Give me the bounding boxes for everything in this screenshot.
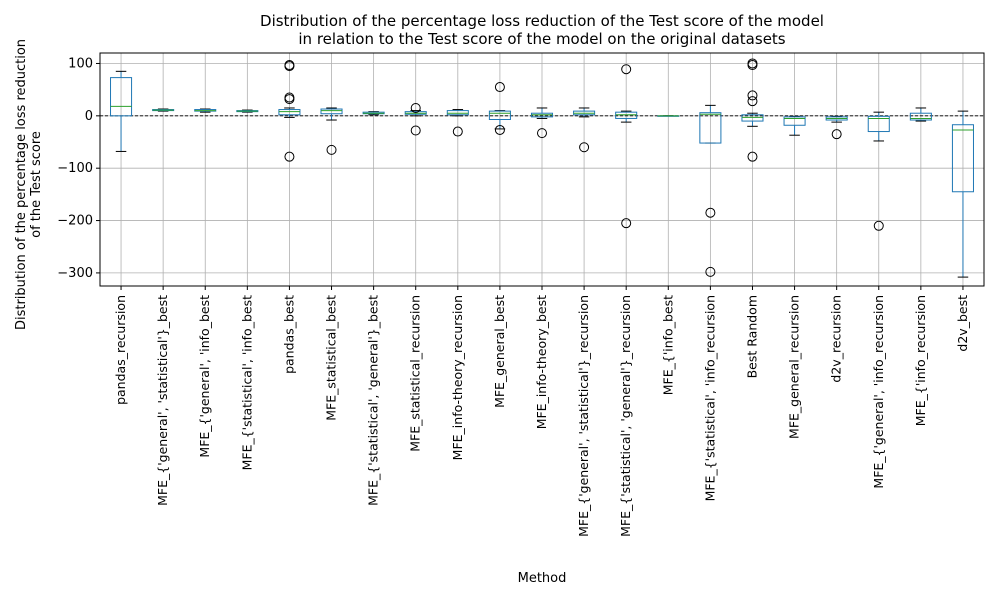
- outlier-point: [747, 90, 758, 101]
- x-tick-label: MFE_{'info_best: [660, 295, 675, 395]
- outlier-point: [873, 220, 884, 231]
- outlier-point: [621, 64, 632, 75]
- box-group: [867, 111, 890, 231]
- box: [615, 111, 638, 119]
- box-group: [909, 107, 932, 122]
- box: [951, 124, 974, 193]
- outlier-point: [621, 218, 632, 229]
- x-tick-label: MFE_info-theory_best: [534, 295, 549, 429]
- x-tick-label: MFE_{'general', 'info_recursion: [871, 295, 886, 489]
- x-tick-label: MFE_{'statistical', 'general'}_recursion: [618, 295, 633, 537]
- box-group: [362, 111, 385, 116]
- box: [446, 110, 469, 116]
- outlier-point: [452, 126, 463, 137]
- outlier-point: [579, 142, 590, 153]
- x-tick-label: MFE_{'general', 'statistical'}_best: [155, 295, 170, 506]
- box-group: [783, 115, 806, 136]
- outlier-point: [831, 129, 842, 140]
- box-group: [278, 60, 301, 162]
- outlier-point: [705, 266, 716, 277]
- outlier-point: [284, 151, 295, 162]
- outlier-point: [494, 82, 505, 93]
- y-axis-label-line: of the Test score: [29, 131, 44, 238]
- box: [909, 112, 932, 121]
- x-tick-label: MFE_general_best: [492, 295, 507, 408]
- x-tick-label: MFE_{'info_recursion: [913, 295, 928, 426]
- box-group: [530, 107, 554, 139]
- x-tick-label: Best Random: [744, 295, 759, 378]
- outlier-point: [747, 60, 758, 71]
- box-group: [152, 108, 175, 112]
- box-group: [951, 110, 974, 278]
- y-tick-label: −100: [57, 161, 93, 176]
- x-tick-label: pandas_best: [281, 295, 296, 374]
- box: [783, 116, 806, 126]
- outlier-point: [284, 94, 295, 105]
- outlier-point: [284, 61, 295, 72]
- y-axis-label-line: Distribution of the percentage loss redu…: [14, 39, 29, 330]
- box: [867, 115, 890, 133]
- box-group: [320, 107, 343, 155]
- x-tick-label: MFE_{'statistical', 'info_best: [239, 295, 254, 471]
- box-group: [573, 107, 596, 153]
- box: [110, 77, 133, 117]
- x-tick-label: d2v_recursion: [829, 295, 844, 383]
- box: [699, 112, 722, 144]
- outlier-point: [326, 144, 337, 155]
- outlier-point: [410, 125, 421, 136]
- box: [320, 108, 343, 115]
- x-tick-label: MFE_{'general', 'info_best: [197, 295, 212, 458]
- labels-layer: 100 0 −100 −200 −300 pandas_recursion MFE_{'ge…: [14, 12, 970, 586]
- box-group: [825, 115, 848, 140]
- box-group: [657, 115, 680, 117]
- box-group: [488, 82, 511, 135]
- x-axis-label: Method: [518, 571, 567, 586]
- box: [278, 109, 301, 116]
- chart-title-line: Distribution of the percentage loss redu…: [260, 12, 824, 30]
- x-tick-label: MFE_{'statistical', 'info_recursion: [702, 295, 717, 501]
- axes-layer: [96, 52, 985, 290]
- chart-title-line: in relation to the Test score of the mod…: [298, 30, 785, 48]
- y-tick-label: 0: [85, 109, 93, 124]
- outlier-point: [747, 151, 758, 162]
- grid-layer: [100, 53, 984, 286]
- x-tick-label: pandas_recursion: [113, 295, 128, 405]
- box-group: [699, 104, 722, 277]
- y-tick-label: 100: [68, 56, 93, 71]
- y-tick-label: −200: [57, 214, 93, 229]
- x-tick-label: MFE_info-theory_recursion: [450, 295, 465, 460]
- x-tick-label: MFE_statistical_best: [324, 295, 339, 421]
- box: [741, 114, 764, 122]
- x-tick-label: MFE_statistical_recursion: [408, 295, 423, 452]
- outlier-point: [705, 207, 716, 218]
- outlier-point: [410, 102, 421, 113]
- x-tick-label: d2v_best: [955, 295, 970, 352]
- box-group: [446, 109, 469, 137]
- x-tick-label: MFE_general_recursion: [787, 295, 802, 439]
- box-group: [236, 109, 259, 113]
- x-tick-label: MFE_{'general', 'statistical'}_recursion: [576, 295, 591, 537]
- outlier-point: [747, 96, 758, 107]
- box-group: [110, 70, 133, 152]
- x-tick-label: MFE_{'statistical', 'general'}_best: [366, 295, 381, 506]
- outlier-point: [494, 124, 505, 135]
- outlier-point: [537, 128, 547, 139]
- box-group: [194, 108, 217, 113]
- box: [488, 110, 511, 120]
- y-tick-label: −300: [57, 266, 93, 281]
- boxes-layer: [110, 58, 974, 278]
- box-group: [741, 58, 764, 162]
- box-group: [404, 102, 427, 136]
- box-group: [615, 64, 638, 229]
